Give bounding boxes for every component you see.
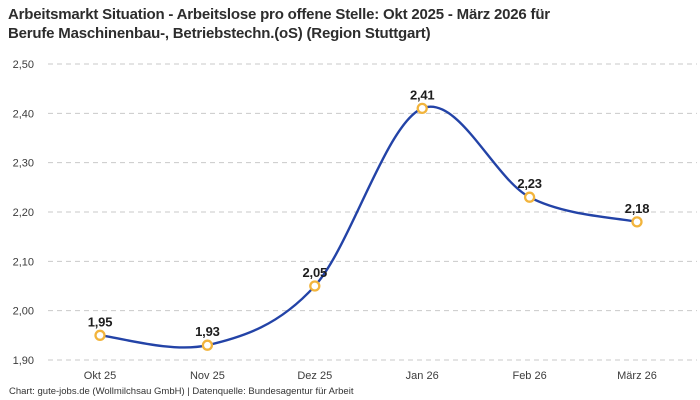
y-axis-tick-label: 2,40 [13,108,34,120]
y-axis-tick-label: 2,10 [13,256,34,268]
data-point-label: 2,41 [410,87,435,102]
x-axis-tick-label: Okt 25 [84,370,116,382]
x-axis-tick-label: Jan 26 [406,370,439,382]
chart-title-line1: Arbeitsmarkt Situation - Arbeitslose pro… [8,6,550,23]
chart-attribution: Chart: gute-jobs.de (Wollmilchsau GmbH) … [9,386,354,397]
x-axis-tick-label: Nov 25 [190,370,225,382]
y-axis-tick-label: 2,30 [13,158,34,170]
data-point-marker [416,102,428,115]
chart-title: Arbeitsmarkt Situation - Arbeitslose pro… [8,5,550,43]
y-axis-tick-label: 2,00 [13,306,34,318]
data-point-label: 2,18 [625,201,650,216]
data-point-label: 2,23 [517,176,542,191]
data-point-label: 1,95 [88,314,113,329]
series-line [98,105,639,349]
data-point-label: 1,93 [195,324,220,339]
chart-title-line2: Berufe Maschinenbau-, Betriebstechn.(oS)… [8,25,431,42]
y-axis-tick-label: 2,50 [13,59,34,71]
x-axis-tick-label: Feb 26 [512,370,546,382]
data-point-marker [631,216,643,228]
data-point-marker [309,280,321,292]
y-axis-tick-label: 1,90 [13,355,34,367]
x-axis-tick-label: Dez 25 [297,370,332,382]
x-axis-tick-label: März 26 [617,370,657,382]
data-point-marker [94,329,106,341]
data-point-marker [523,191,536,203]
data-point-label: 2,05 [303,265,328,280]
data-point-marker [201,339,214,351]
y-axis-tick-label: 2,20 [13,207,34,219]
